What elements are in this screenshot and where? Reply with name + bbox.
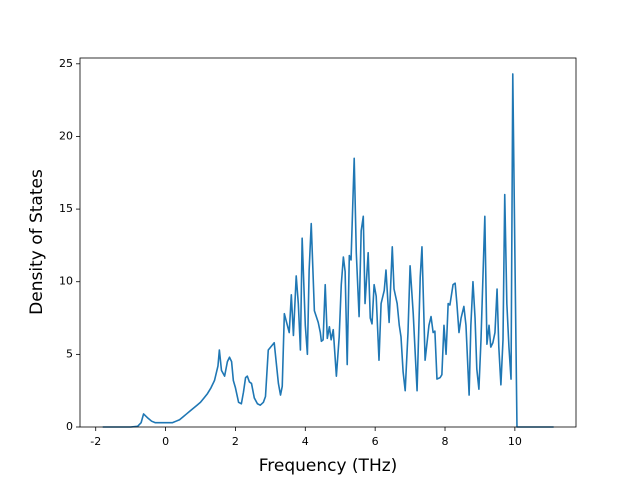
- x-tick-label: 8: [442, 435, 449, 448]
- x-tick-label: 4: [302, 435, 309, 448]
- y-tick-label: 20: [59, 129, 73, 142]
- x-tick-label: -2: [90, 435, 101, 448]
- x-tick-label: 0: [162, 435, 169, 448]
- line-series: [102, 73, 554, 428]
- x-tick-label: 10: [508, 435, 522, 448]
- y-tick-label: 15: [59, 202, 73, 215]
- x-axis-label: Frequency (THz): [259, 456, 398, 476]
- x-tick-label: 6: [372, 435, 379, 448]
- y-tick-label: 25: [59, 57, 73, 70]
- y-tick-label: 10: [59, 275, 73, 288]
- y-tick-label: 0: [66, 420, 73, 433]
- x-tick-label: 2: [232, 435, 239, 448]
- y-tick-label: 5: [66, 347, 73, 360]
- y-axis-label: Density of States: [27, 169, 47, 315]
- plot-frame: [79, 57, 577, 428]
